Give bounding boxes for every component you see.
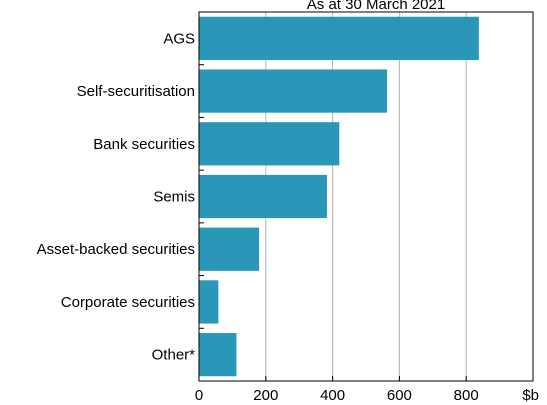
bar-6	[199, 333, 237, 377]
x-tick-label-400: 400	[320, 387, 345, 404]
category-label-5: Corporate securities	[61, 294, 195, 311]
x-unit-label: $b	[522, 387, 539, 404]
x-tick-label-0: 0	[195, 387, 203, 404]
x-tick-labels: 0 200 400 600 800	[195, 387, 479, 404]
chart-title: As at 30 March 2021	[307, 0, 445, 13]
x-tick-label-200: 200	[253, 387, 278, 404]
bar-3	[199, 174, 327, 219]
bar-4	[199, 227, 260, 271]
category-label-6: Other*	[152, 347, 196, 364]
x-tick-label-600: 600	[387, 387, 412, 404]
y-axis-ticks	[199, 64, 204, 329]
category-label-1: Self-securitisation	[77, 83, 195, 100]
bar-5	[199, 280, 219, 324]
category-label-3: Semis	[153, 189, 195, 206]
category-label-4: Asset-backed securities	[37, 241, 195, 258]
bar-1	[199, 69, 388, 113]
category-label-2: Bank securities	[93, 136, 195, 153]
x-tick-label-800: 800	[454, 387, 479, 404]
x-axis-ticks	[198, 376, 467, 381]
category-label-0: AGS	[163, 30, 195, 47]
bar-2	[199, 122, 340, 166]
bar-0	[199, 16, 479, 60]
category-labels: AGS Self-securitisation Bank securities Sem…	[37, 30, 196, 363]
bars	[199, 16, 479, 377]
plot-frame	[198, 11, 534, 382]
